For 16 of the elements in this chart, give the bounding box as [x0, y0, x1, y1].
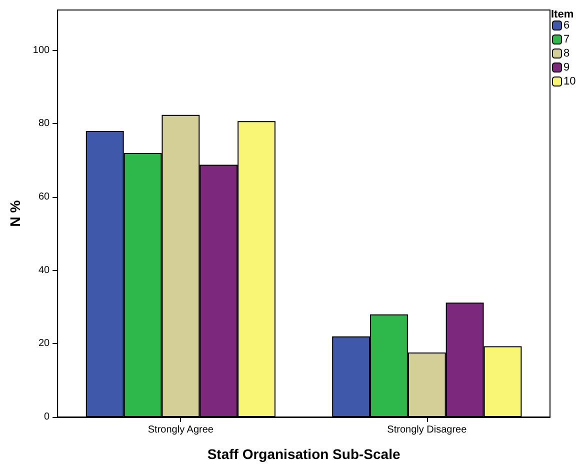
x-tick-label: Strongly Agree [148, 424, 214, 436]
legend-label: 6 [564, 20, 570, 32]
legend-title: Item [551, 8, 574, 20]
y-tick-label: 100 [32, 44, 50, 56]
x-axis-title: Staff Organisation Sub-Scale [207, 446, 400, 462]
x-tick-label: Strongly Disagree [387, 424, 468, 436]
y-tick-label: 80 [38, 118, 50, 130]
legend-label: 9 [564, 62, 570, 74]
y-tick-label: 40 [38, 264, 50, 276]
y-axis-title: N % [7, 200, 23, 227]
y-tick-label: 20 [38, 338, 50, 350]
y-tick-label: 0 [44, 412, 50, 422]
legend-label: 10 [564, 76, 576, 88]
y-tick-label: 60 [38, 192, 50, 202]
legend-label: 8 [564, 48, 570, 60]
legend-label: 7 [564, 34, 570, 46]
